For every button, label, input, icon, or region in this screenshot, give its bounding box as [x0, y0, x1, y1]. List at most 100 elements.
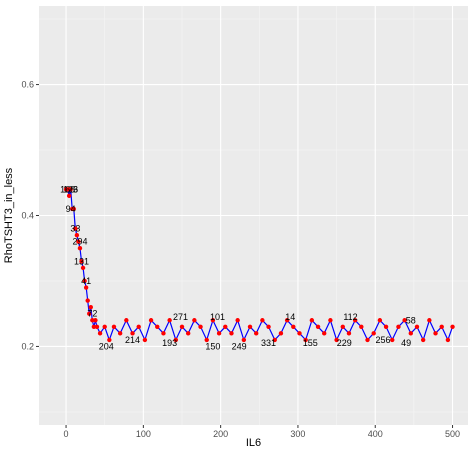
major-gridlines — [39, 6, 468, 425]
data-point — [192, 318, 197, 323]
point-label: 58 — [406, 315, 416, 325]
data-point — [107, 337, 112, 343]
data-point — [97, 331, 103, 336]
data-point — [254, 331, 259, 336]
data-point — [278, 331, 284, 336]
data-point — [82, 278, 87, 284]
point-label: 256 — [375, 335, 390, 345]
data-point — [352, 318, 358, 323]
data-point — [210, 318, 216, 323]
data-point — [161, 331, 166, 336]
data-point — [322, 331, 327, 336]
data-point — [90, 318, 95, 323]
data-point — [260, 318, 265, 323]
point-label: 131 — [74, 256, 89, 266]
data-point — [68, 187, 73, 192]
point-label: 3 — [73, 184, 78, 194]
data-point — [433, 331, 438, 336]
point-label: 294 — [72, 237, 87, 247]
data-point — [235, 318, 240, 323]
axis-ticks: 0 100 200 300 400 500 0.2 0.4 0.6 — [21, 80, 460, 439]
data-point — [198, 324, 203, 329]
data-point — [74, 232, 80, 238]
data-point — [297, 331, 302, 336]
point-label: 49 — [401, 338, 411, 348]
data-point — [167, 318, 172, 323]
data-point — [229, 331, 234, 336]
x-tick-label: 300 — [290, 429, 305, 439]
point-label: 193 — [162, 338, 177, 348]
data-point — [390, 337, 395, 343]
data-point — [334, 337, 339, 343]
data-point — [383, 324, 389, 329]
data-point — [315, 324, 321, 329]
point-label: 94 — [66, 204, 76, 214]
data-point — [439, 324, 444, 329]
data-point — [216, 331, 222, 336]
point-label: 155 — [303, 338, 318, 348]
data-point — [328, 318, 333, 323]
point-label: 112 — [343, 312, 357, 322]
data-point — [179, 324, 185, 329]
x-tick-label: 200 — [213, 429, 228, 439]
point-label: 150 — [205, 341, 220, 351]
data-point — [272, 337, 277, 343]
x-tick-label: 500 — [445, 429, 460, 439]
point-label: 41 — [81, 276, 91, 286]
data-point — [408, 331, 413, 336]
data-point — [88, 304, 93, 310]
data-point — [359, 324, 364, 329]
data-point — [111, 324, 117, 329]
data-point — [450, 324, 455, 329]
point-label: 14 — [285, 312, 295, 322]
data-point — [396, 324, 401, 329]
series-points-group — [63, 187, 455, 343]
point-label: 271 — [173, 312, 188, 322]
point-label: 229 — [337, 338, 352, 348]
y-tick-label: 0.2 — [21, 341, 34, 351]
data-point — [241, 337, 247, 343]
data-point — [91, 324, 97, 329]
data-point — [427, 318, 432, 323]
point-label: 166 — [60, 184, 75, 194]
x-tick-label: 0 — [64, 429, 69, 439]
data-point — [93, 318, 98, 323]
x-tick-label: 100 — [136, 429, 151, 439]
data-point — [371, 331, 376, 336]
data-point — [340, 324, 345, 329]
point-label: 33 — [70, 224, 80, 234]
data-point — [223, 324, 228, 329]
data-point — [102, 324, 107, 329]
data-point — [83, 285, 89, 290]
data-point — [136, 324, 141, 329]
data-point — [377, 318, 383, 323]
data-point — [66, 193, 72, 199]
data-point — [130, 331, 135, 336]
y-tick-label: 0.6 — [21, 80, 34, 90]
data-point — [247, 324, 253, 329]
data-point — [124, 318, 129, 323]
data-point — [291, 324, 296, 329]
data-point — [420, 337, 426, 343]
data-point — [73, 226, 78, 231]
data-point — [155, 324, 160, 329]
data-point — [117, 331, 123, 336]
x-tick-label: 400 — [368, 429, 383, 439]
data-point — [87, 311, 92, 316]
data-point — [65, 187, 70, 192]
point-label: 331 — [261, 338, 276, 348]
data-point — [77, 246, 83, 251]
data-point — [204, 337, 209, 343]
data-point — [71, 206, 76, 212]
data-point — [346, 331, 352, 336]
data-point — [402, 318, 407, 323]
point-label: 249 — [232, 341, 247, 351]
x-axis-title: IL6 — [246, 437, 261, 449]
data-point — [80, 265, 86, 271]
y-axis-title: RhoTSHT3_in_less — [3, 167, 15, 263]
point-label: 214 — [125, 335, 140, 345]
data-point — [173, 337, 179, 343]
data-point — [303, 337, 308, 343]
